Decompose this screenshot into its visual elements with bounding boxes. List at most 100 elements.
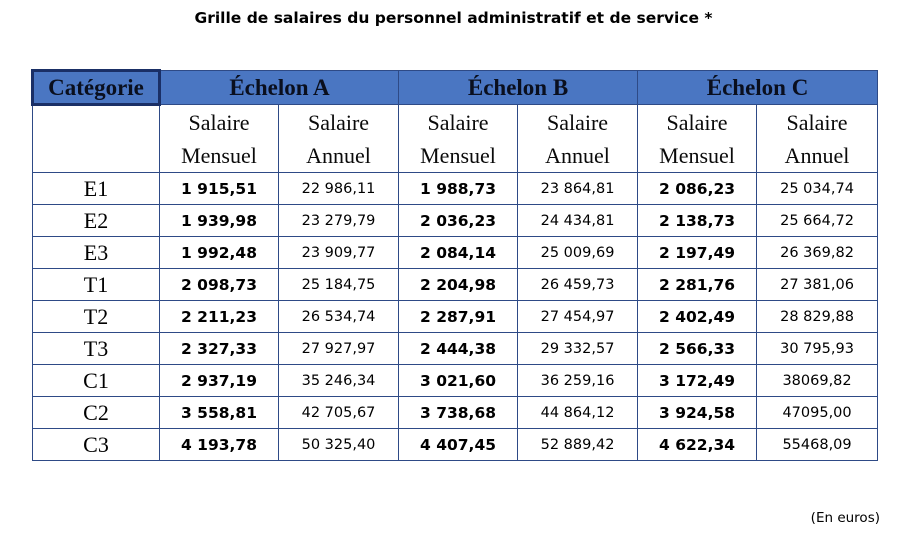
echelon-a-monthly-cell: 1 915,51 [159, 172, 279, 205]
echelon-b-annual-cell: 44 864,12 [517, 396, 639, 429]
empty-header-cell [32, 104, 160, 173]
table-row-t3: T3 2 327,33 27 927,97 2 444,38 29 332,57… [32, 332, 879, 365]
category-cell: C3 [32, 428, 160, 461]
echelon-b-annual-cell: 23 864,81 [517, 172, 639, 205]
echelon-b-monthly-cell: 3 738,68 [398, 396, 519, 429]
echelon-c-annual-cell: 47095,00 [756, 396, 879, 429]
echelon-c-annual-cell: 38069,82 [756, 364, 879, 397]
echelon-c-monthly-cell: 2 402,49 [637, 300, 758, 333]
category-header: Catégorie [31, 69, 161, 106]
echelon-b-monthly-cell: 2 204,98 [398, 268, 519, 301]
echelon-a-annual-cell: 22 986,11 [277, 172, 400, 205]
echelon-b-monthly-cell: 2 444,38 [398, 332, 519, 365]
monthly-header-line2: Mensuel [659, 142, 735, 168]
echelon-a-annual-cell: 26 534,74 [277, 300, 400, 333]
annual-header-line2: Annuel [784, 142, 850, 168]
monthly-header-line1: Salaire [666, 109, 728, 135]
echelon-c-header: Échelon C [637, 70, 879, 105]
echelon-a-monthly-cell: 2 937,19 [159, 364, 279, 397]
category-cell: E2 [32, 204, 160, 237]
monthly-salary-header: Salaire Mensuel [637, 104, 758, 173]
annual-header-line1: Salaire [546, 109, 609, 135]
echelon-b-annual-cell: 24 434,81 [517, 204, 639, 237]
echelon-b-annual-cell: 52 889,42 [517, 428, 639, 461]
echelon-c-monthly-cell: 2 281,76 [637, 268, 758, 301]
echelon-c-monthly-cell: 3 924,58 [637, 396, 758, 429]
echelon-c-monthly-cell: 2 197,49 [637, 236, 758, 269]
category-cell: E1 [32, 172, 160, 205]
table-row-e2: E2 1 939,98 23 279,79 2 036,23 24 434,81… [32, 204, 879, 237]
echelon-b-annual-cell: 26 459,73 [517, 268, 639, 301]
echelon-c-annual-cell: 28 829,88 [756, 300, 879, 333]
echelon-c-annual-cell: 30 795,93 [756, 332, 879, 365]
echelon-c-monthly-cell: 3 172,49 [637, 364, 758, 397]
echelon-b-header: Échelon B [398, 70, 639, 105]
table-row-e1: E1 1 915,51 22 986,11 1 988,73 23 864,81… [32, 172, 879, 205]
salary-table: Catégorie Échelon A Échelon B Échelon C … [31, 69, 879, 461]
echelon-b-monthly-cell: 2 084,14 [398, 236, 519, 269]
table-row-t2: T2 2 211,23 26 534,74 2 287,91 27 454,97… [32, 300, 879, 333]
category-cell: T1 [32, 268, 160, 301]
monthly-salary-header: Salaire Mensuel [159, 104, 279, 173]
echelon-b-annual-cell: 25 009,69 [517, 236, 639, 269]
table-row-c2: C2 3 558,81 42 705,67 3 738,68 44 864,12… [32, 396, 879, 429]
monthly-header-line1: Salaire [188, 109, 250, 135]
annual-salary-header: Salaire Annuel [277, 104, 400, 173]
echelon-c-monthly-cell: 4 622,34 [637, 428, 758, 461]
echelon-b-monthly-cell: 3 021,60 [398, 364, 519, 397]
echelon-a-annual-cell: 27 927,97 [277, 332, 400, 365]
category-cell: T3 [32, 332, 160, 365]
table-row-c3: C3 4 193,78 50 325,40 4 407,45 52 889,42… [32, 428, 879, 461]
echelon-a-monthly-cell: 2 211,23 [159, 300, 279, 333]
echelon-b-monthly-cell: 1 988,73 [398, 172, 519, 205]
echelon-c-annual-cell: 27 381,06 [756, 268, 879, 301]
echelon-a-monthly-cell: 1 992,48 [159, 236, 279, 269]
annual-header-line1: Salaire [786, 109, 848, 135]
echelon-c-annual-cell: 25 664,72 [756, 204, 879, 237]
echelon-c-annual-cell: 26 369,82 [756, 236, 879, 269]
echelon-b-annual-cell: 36 259,16 [517, 364, 639, 397]
echelon-a-annual-cell: 35 246,34 [277, 364, 400, 397]
table-row-c1: C1 2 937,19 35 246,34 3 021,60 36 259,16… [32, 364, 879, 397]
echelon-header-row: Catégorie Échelon A Échelon B Échelon C [31, 69, 879, 106]
monthly-header-line2: Mensuel [420, 142, 496, 168]
monthly-header-line1: Salaire [427, 109, 489, 135]
echelon-c-monthly-cell: 2 566,33 [637, 332, 758, 365]
echelon-a-monthly-cell: 4 193,78 [159, 428, 279, 461]
annual-header-line2: Annuel [545, 142, 610, 168]
annual-header-line1: Salaire [307, 109, 370, 135]
echelon-c-annual-cell: 25 034,74 [756, 172, 879, 205]
echelon-a-monthly-cell: 3 558,81 [159, 396, 279, 429]
category-cell: E3 [32, 236, 160, 269]
annual-salary-header: Salaire Annuel [756, 104, 879, 173]
table-row-e3: E3 1 992,48 23 909,77 2 084,14 25 009,69… [32, 236, 879, 269]
echelon-b-monthly-cell: 2 036,23 [398, 204, 519, 237]
echelon-a-annual-cell: 23 909,77 [277, 236, 400, 269]
category-cell: C1 [32, 364, 160, 397]
monthly-header-line2: Mensuel [181, 142, 257, 168]
currency-footnote: (En euros) [810, 510, 880, 526]
annual-header-line2: Annuel [306, 142, 371, 168]
page-title: Grille de salaires du personnel administ… [194, 9, 713, 27]
echelon-b-monthly-cell: 4 407,45 [398, 428, 519, 461]
echelon-a-monthly-cell: 1 939,98 [159, 204, 279, 237]
echelon-c-monthly-cell: 2 086,23 [637, 172, 758, 205]
echelon-a-annual-cell: 25 184,75 [277, 268, 400, 301]
table-row-t1: T1 2 098,73 25 184,75 2 204,98 26 459,73… [32, 268, 879, 301]
echelon-b-monthly-cell: 2 287,91 [398, 300, 519, 333]
echelon-a-annual-cell: 23 279,79 [277, 204, 400, 237]
echelon-b-annual-cell: 27 454,97 [517, 300, 639, 333]
echelon-a-monthly-cell: 2 327,33 [159, 332, 279, 365]
salary-type-header-row: Salaire Mensuel Salaire Annuel Salaire Mens… [32, 104, 879, 173]
echelon-a-header: Échelon A [158, 70, 400, 105]
echelon-c-monthly-cell: 2 138,73 [637, 204, 758, 237]
category-cell: C2 [32, 396, 160, 429]
echelon-a-annual-cell: 42 705,67 [277, 396, 400, 429]
echelon-b-annual-cell: 29 332,57 [517, 332, 639, 365]
echelon-a-annual-cell: 50 325,40 [277, 428, 400, 461]
category-cell: T2 [32, 300, 160, 333]
echelon-c-annual-cell: 55468,09 [756, 428, 879, 461]
echelon-a-monthly-cell: 2 098,73 [159, 268, 279, 301]
annual-salary-header: Salaire Annuel [517, 104, 639, 173]
monthly-salary-header: Salaire Mensuel [398, 104, 519, 173]
